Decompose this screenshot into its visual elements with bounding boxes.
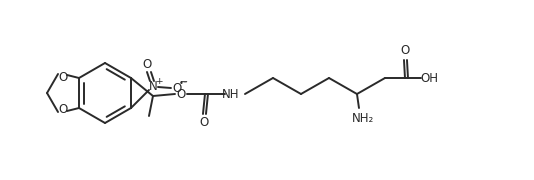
Text: O: O — [176, 87, 186, 100]
Text: OH: OH — [420, 71, 438, 84]
Text: •⁻: •⁻ — [178, 78, 187, 87]
Text: NH: NH — [222, 87, 240, 100]
Text: O: O — [400, 44, 410, 57]
Text: −: − — [180, 77, 188, 87]
Text: +: + — [155, 76, 163, 86]
Text: O: O — [58, 102, 68, 116]
Text: O: O — [58, 71, 68, 84]
Text: O: O — [199, 116, 209, 129]
Text: O: O — [143, 57, 152, 71]
Text: O: O — [172, 82, 182, 94]
Text: N: N — [148, 80, 158, 93]
Text: NH₂: NH₂ — [352, 111, 374, 125]
